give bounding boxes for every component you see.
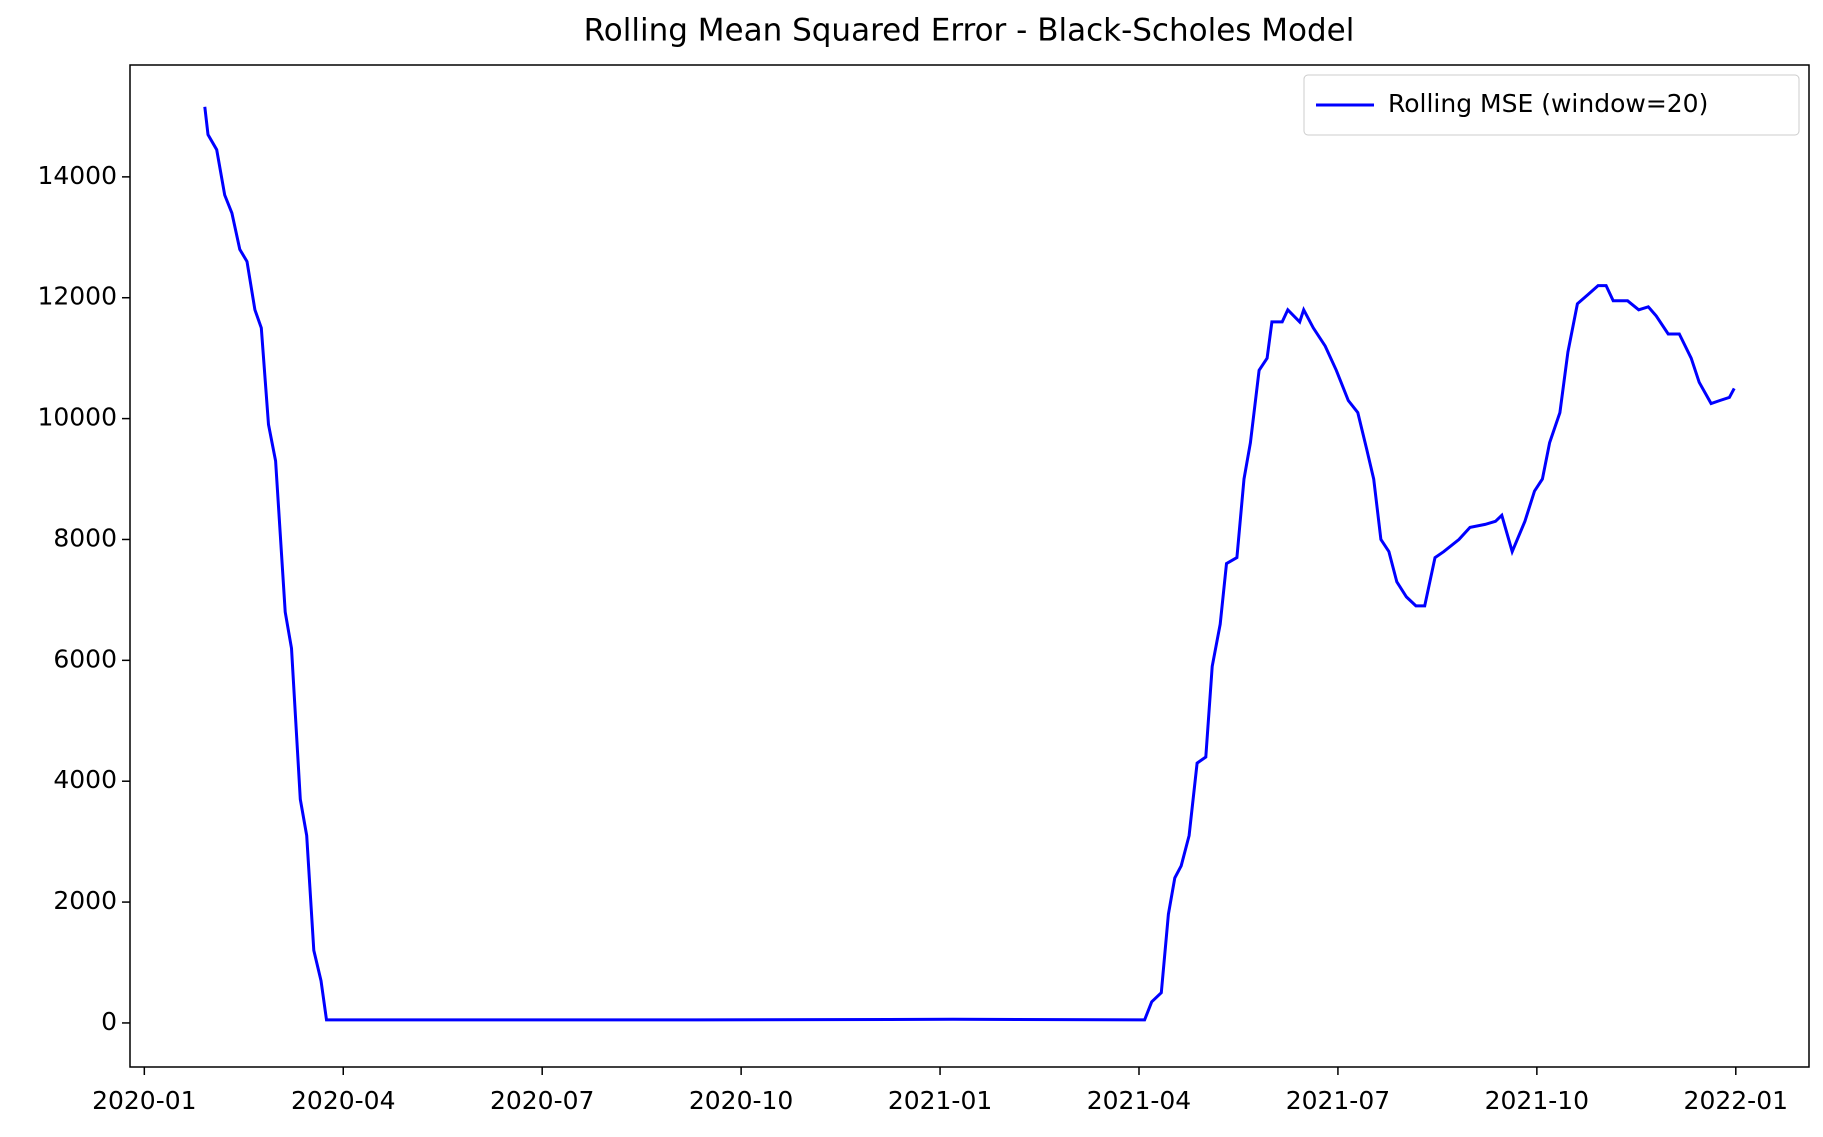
x-tick-label: 2020-01	[92, 1086, 196, 1115]
legend-label: Rolling MSE (window=20)	[1388, 89, 1708, 118]
x-tick-label: 2021-01	[888, 1086, 992, 1115]
y-tick-label: 2000	[53, 886, 117, 915]
legend-box	[1303, 74, 1800, 136]
x-tick-label: 2020-04	[291, 1086, 395, 1115]
x-tick-label: 2021-07	[1286, 1086, 1390, 1115]
plot-frame	[129, 64, 1810, 1068]
x-tick-label: 2021-10	[1485, 1086, 1589, 1115]
x-tick-label: 2021-04	[1087, 1086, 1191, 1115]
y-tick-label: 12000	[37, 282, 117, 311]
y-tick-label: 10000	[37, 403, 117, 432]
chart-title: Rolling Mean Squared Error - Black-Schol…	[584, 13, 1355, 49]
y-tick-label: 14000	[37, 161, 117, 190]
y-tick-label: 4000	[53, 765, 117, 794]
x-tick-label: 2020-10	[689, 1086, 793, 1115]
x-tick-label: 2020-07	[490, 1086, 594, 1115]
data-line	[203, 106, 1736, 1022]
y-tick-label: 0	[101, 1007, 117, 1036]
x-tick-label: 2022-01	[1684, 1086, 1788, 1115]
y-tick-label: 6000	[53, 644, 117, 673]
y-tick-label: 8000	[53, 523, 117, 552]
